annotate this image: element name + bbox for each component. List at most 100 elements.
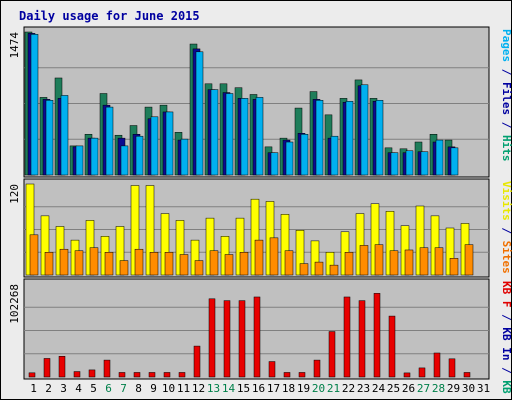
bar-kb-f	[268, 361, 276, 378]
bar-pages	[30, 34, 39, 176]
hits-panel: 1474 Pages / Files / Hits	[8, 26, 512, 178]
bar-kb-f	[298, 372, 306, 378]
x-tick-label: 12	[192, 382, 205, 395]
bar-sites	[329, 264, 339, 276]
bar-pages	[135, 135, 144, 176]
bar-kb-f	[358, 300, 366, 378]
bar-pages	[255, 97, 264, 176]
x-tick-label: 27	[417, 382, 430, 395]
legend-item: /	[500, 361, 512, 381]
bar-sites	[404, 249, 414, 276]
bar-sites	[134, 248, 144, 276]
bar-kb-f	[163, 372, 171, 378]
bar-kb-f	[43, 358, 51, 378]
bar-kb-f	[403, 372, 411, 378]
x-tick-label: 17	[267, 382, 280, 395]
bar-sites	[449, 258, 459, 276]
bar-pages	[330, 135, 339, 176]
x-tick-label: 15	[237, 382, 250, 395]
bar-pages	[165, 111, 174, 176]
x-tick-label: 26	[402, 382, 415, 395]
bar-pages	[435, 139, 444, 176]
bar-pages	[195, 51, 204, 176]
bar-kb-f	[28, 372, 36, 378]
legend-label: KB F / KB In / KB Out	[500, 281, 512, 400]
bar-sites	[269, 237, 279, 276]
visits-panel: 120 Visits / Sites	[8, 178, 512, 278]
bar-kb-f	[433, 352, 441, 378]
x-tick-label: 3	[60, 382, 67, 395]
bar-kb-f	[148, 372, 156, 378]
legend-item: Sites	[500, 241, 512, 274]
bar-sites	[89, 247, 99, 276]
bar-sites	[254, 239, 264, 276]
x-tick-label: 21	[327, 382, 340, 395]
bar-pages	[300, 134, 309, 176]
x-tick-label: 10	[162, 382, 175, 395]
bar-kb-f	[388, 315, 396, 378]
x-tick-label: 8	[135, 382, 142, 395]
bar-sites	[419, 247, 429, 276]
bar-kb-f	[118, 372, 126, 378]
bar-kb-f	[343, 296, 351, 378]
bar-kb-f	[328, 331, 336, 378]
y-max-label: 102268	[8, 284, 21, 324]
bar-sites	[194, 260, 204, 276]
bar-sites	[164, 252, 174, 276]
legend-item: /	[500, 115, 512, 135]
bar-kb-f	[253, 296, 261, 378]
bar-sites	[149, 252, 159, 276]
bar-kb-f	[313, 359, 321, 378]
bar-sites	[389, 250, 399, 276]
legend-item: /	[500, 62, 512, 82]
bar-kb-f	[448, 358, 456, 378]
bar-pages	[390, 152, 399, 176]
bar-pages	[45, 100, 54, 176]
legend-label: Pages / Files / Hits	[500, 29, 512, 162]
x-tick-label: 1	[30, 382, 37, 395]
x-tick-label: 6	[105, 382, 112, 395]
bar-pages	[360, 84, 369, 176]
chart-title: Daily usage for June 2015	[19, 9, 200, 23]
x-tick-label: 31	[477, 382, 490, 395]
bar-kb-f	[463, 372, 471, 378]
legend-item: /	[500, 308, 512, 328]
x-tick-label: 16	[252, 382, 265, 395]
bar-kb-f	[58, 356, 66, 378]
legend-item: /	[500, 221, 512, 241]
y-max-label: 1474	[8, 32, 21, 59]
x-tick-label: 2	[45, 382, 52, 395]
bar-sites	[179, 254, 189, 276]
x-tick-label: 5	[90, 382, 97, 395]
bar-kb-f	[418, 367, 426, 378]
bar-pages	[60, 95, 69, 176]
bar-sites	[29, 234, 39, 276]
bar-sites	[74, 250, 84, 276]
bar-sites	[209, 250, 219, 276]
bar-sites	[239, 252, 249, 276]
bar-pages	[405, 150, 414, 176]
bar-sites	[344, 252, 354, 276]
bar-kb-f	[193, 345, 201, 378]
x-tick-label: 29	[447, 382, 460, 395]
x-tick-label: 9	[150, 382, 157, 395]
x-tick-label: 14	[222, 382, 236, 395]
bar-pages	[345, 101, 354, 176]
bar-sites	[224, 254, 234, 276]
x-tick-label: 28	[432, 382, 445, 395]
bar-kb-f	[178, 372, 186, 378]
bar-sites	[104, 252, 114, 276]
bar-kb-f	[103, 359, 111, 378]
legend-item: KB In	[500, 327, 512, 360]
bar-pages	[225, 93, 234, 176]
bar-kb-f	[208, 298, 216, 378]
bar-sites	[299, 263, 309, 276]
bar-pages	[270, 152, 279, 176]
bar-kb-f	[238, 300, 246, 378]
bar-pages	[285, 141, 294, 176]
bar-sites	[314, 261, 324, 276]
x-tick-label: 24	[372, 382, 386, 395]
legend-item: Files	[500, 82, 512, 115]
